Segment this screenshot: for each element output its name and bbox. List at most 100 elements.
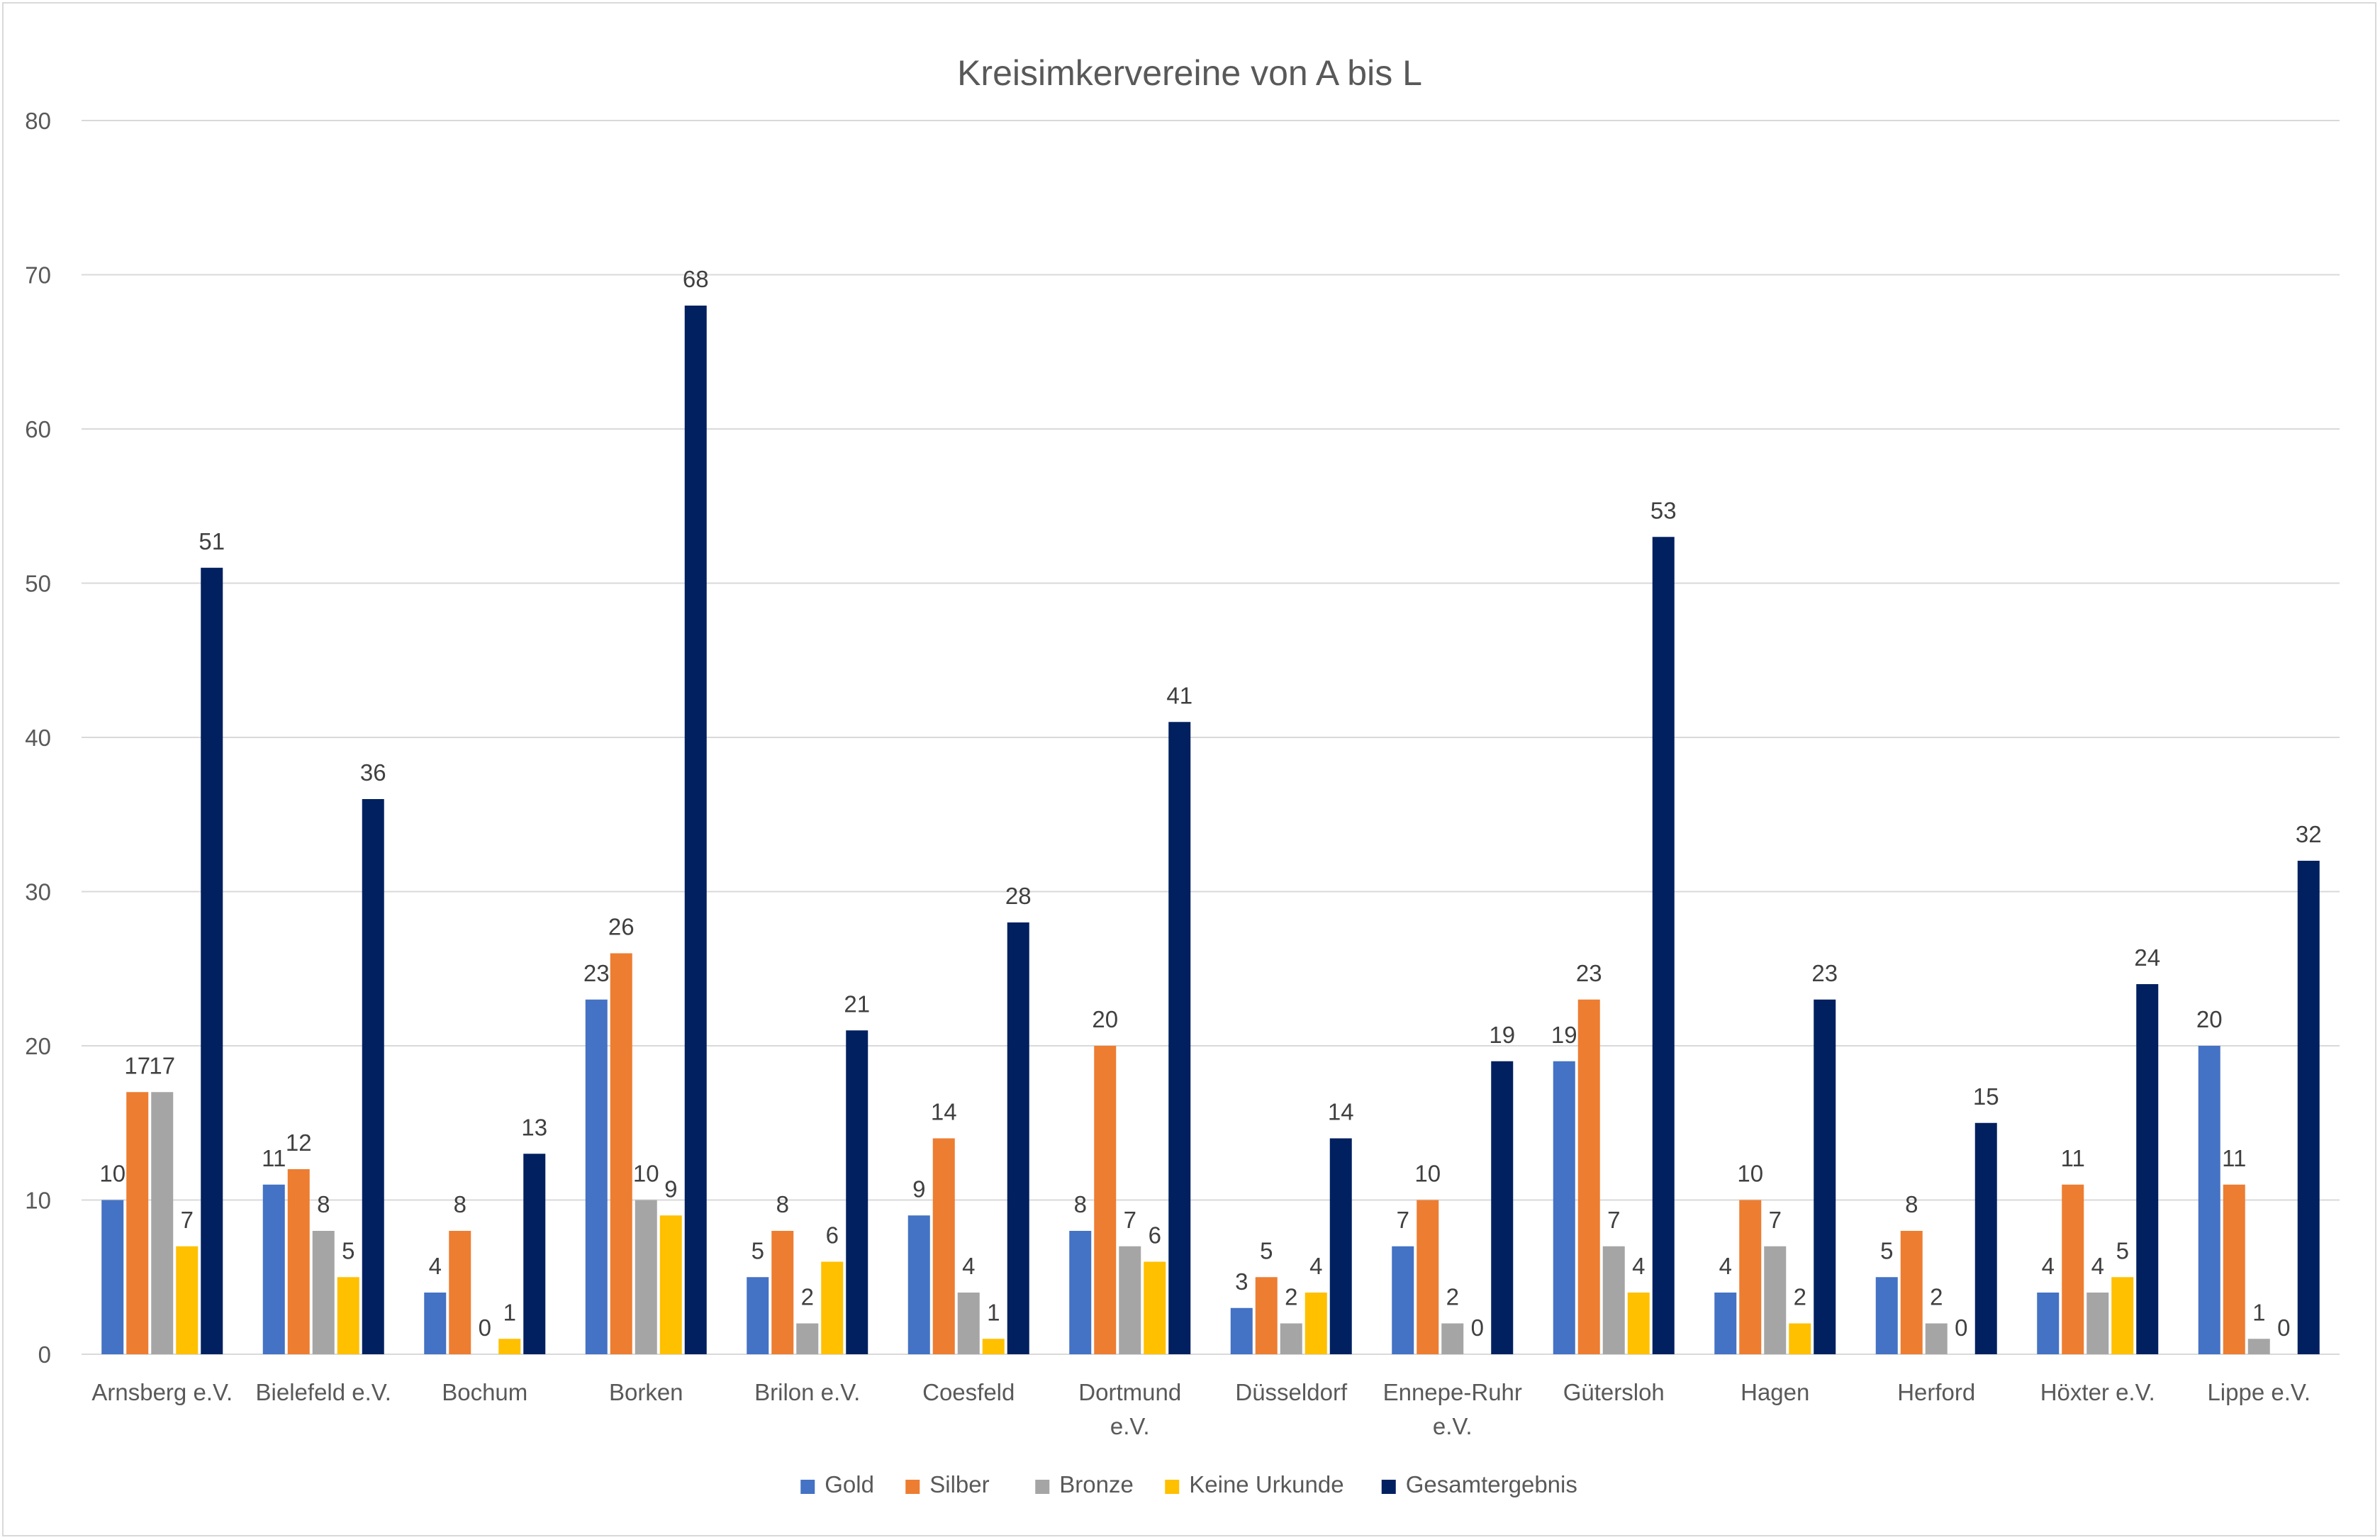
x-tick-label: Gütersloh — [1563, 1379, 1665, 1405]
data-label: 4 — [1632, 1253, 1645, 1279]
data-label: 32 — [2296, 821, 2322, 847]
data-label: 8 — [317, 1191, 330, 1217]
data-label: 20 — [2196, 1006, 2223, 1032]
bar-silber — [932, 1138, 955, 1354]
data-label: 26 — [608, 914, 635, 940]
bar-gesamtergebnis — [201, 567, 223, 1354]
bar-gold — [2198, 1046, 2220, 1354]
bar-silber — [1577, 999, 1600, 1354]
bar-bronze — [1119, 1246, 1141, 1354]
bar-gesamtergebnis — [1974, 1122, 1997, 1354]
bar-gesamtergebnis — [1652, 537, 1675, 1354]
legend-swatch — [905, 1480, 920, 1494]
data-label: 0 — [1955, 1315, 1967, 1341]
legend-swatch — [1381, 1480, 1396, 1494]
bar-gold — [2037, 1293, 2060, 1354]
bar-keine-urkunde — [1304, 1293, 1327, 1354]
y-tick-label: 40 — [25, 725, 51, 751]
legend: Gold Silber Bronze Keine Urkunde Gesamtergeb… — [800, 1471, 1577, 1497]
data-label: 17 — [149, 1052, 175, 1078]
data-label: 0 — [479, 1315, 491, 1341]
bar-keine-urkunde — [2111, 1277, 2134, 1354]
bar-silber — [1900, 1231, 1923, 1354]
bar-silber — [287, 1169, 310, 1354]
bar-bronze — [2247, 1339, 2270, 1354]
data-label: 51 — [199, 528, 225, 554]
data-label: 41 — [1166, 682, 1192, 708]
data-label: 9 — [912, 1176, 925, 1202]
x-tick-label: e.V. — [1433, 1413, 1473, 1439]
legend-label: Silber — [929, 1471, 989, 1497]
data-label: 68 — [683, 266, 709, 292]
bar-gesamtergebnis — [1007, 922, 1029, 1354]
bar-bronze — [1280, 1323, 1302, 1354]
data-label: 7 — [181, 1207, 194, 1233]
data-label: 10 — [633, 1161, 659, 1187]
data-label: 8 — [1905, 1191, 1918, 1217]
bar-bronze — [635, 1200, 657, 1354]
bar-gold — [424, 1293, 447, 1354]
bar-gesamtergebnis — [1329, 1138, 1352, 1354]
data-label: 0 — [2277, 1315, 2290, 1341]
data-label: 5 — [2116, 1237, 2129, 1263]
data-label: 15 — [1973, 1083, 1999, 1110]
bars — [101, 306, 2320, 1354]
data-label: 2 — [1794, 1284, 1806, 1310]
legend-label: Keine Urkunde — [1189, 1471, 1343, 1497]
bar-gold — [747, 1277, 769, 1354]
data-label: 12 — [286, 1129, 312, 1156]
data-label: 11 — [262, 1145, 286, 1171]
data-label: 5 — [1260, 1237, 1273, 1263]
x-tick-label: Borken — [609, 1379, 683, 1405]
bar-bronze — [796, 1323, 819, 1354]
x-tick-label: e.V. — [1110, 1413, 1150, 1439]
data-label: 6 — [1149, 1222, 1161, 1249]
bar-silber — [126, 1092, 149, 1354]
bar-gesamtergebnis — [1814, 999, 1836, 1354]
x-tick-label: Hagen — [1741, 1379, 1809, 1405]
bar-gold — [1714, 1293, 1737, 1354]
bar-bronze — [151, 1092, 174, 1354]
y-tick-label: 0 — [38, 1341, 51, 1368]
data-label: 2 — [1446, 1284, 1459, 1310]
data-label: 21 — [844, 991, 870, 1017]
data-label: 19 — [1489, 1022, 1515, 1048]
bar-gold — [101, 1200, 124, 1354]
y-tick-label: 70 — [25, 262, 51, 289]
data-label: 0 — [1471, 1315, 1484, 1341]
data-label: 13 — [521, 1114, 547, 1140]
data-label: 1 — [2252, 1299, 2265, 1325]
legend-label: Gesamtergebnis — [1406, 1471, 1577, 1497]
bar-gold — [1553, 1061, 1575, 1354]
bar-bronze — [957, 1293, 980, 1354]
bar-gesamtergebnis — [684, 306, 707, 1354]
data-label: 4 — [2042, 1253, 2055, 1279]
data-label: 7 — [1124, 1207, 1136, 1233]
bar-keine-urkunde — [659, 1215, 682, 1354]
x-tick-label: Herford — [1897, 1379, 1975, 1405]
data-labels: 1017177511112853648011323261096858262191… — [99, 266, 2321, 1341]
gridlines — [82, 120, 2340, 1355]
bar-silber — [2223, 1184, 2245, 1354]
bar-silber — [1255, 1277, 1278, 1354]
data-label: 24 — [2134, 944, 2160, 971]
x-tick-label: Höxter e.V. — [2040, 1379, 2155, 1405]
data-label: 3 — [1235, 1268, 1248, 1295]
data-label: 8 — [776, 1191, 789, 1217]
y-axis: 0 10 20 30 40 50 60 70 80 — [25, 108, 51, 1368]
bar-bronze — [312, 1231, 335, 1354]
data-label: 17 — [124, 1052, 150, 1078]
x-tick-label: Bochum — [442, 1379, 527, 1405]
bar-silber — [1739, 1200, 1762, 1354]
bar-keine-urkunde — [821, 1261, 844, 1354]
bar-gold — [262, 1184, 285, 1354]
data-label: 4 — [2091, 1253, 2104, 1279]
bar-silber — [610, 953, 632, 1354]
bar-gold — [1392, 1246, 1414, 1354]
bar-gesamtergebnis — [1491, 1061, 1514, 1354]
data-label: 20 — [1092, 1006, 1118, 1032]
bar-gold — [1230, 1307, 1253, 1354]
data-label: 10 — [99, 1161, 125, 1187]
bar-keine-urkunde — [176, 1246, 199, 1354]
bar-keine-urkunde — [1144, 1261, 1166, 1354]
